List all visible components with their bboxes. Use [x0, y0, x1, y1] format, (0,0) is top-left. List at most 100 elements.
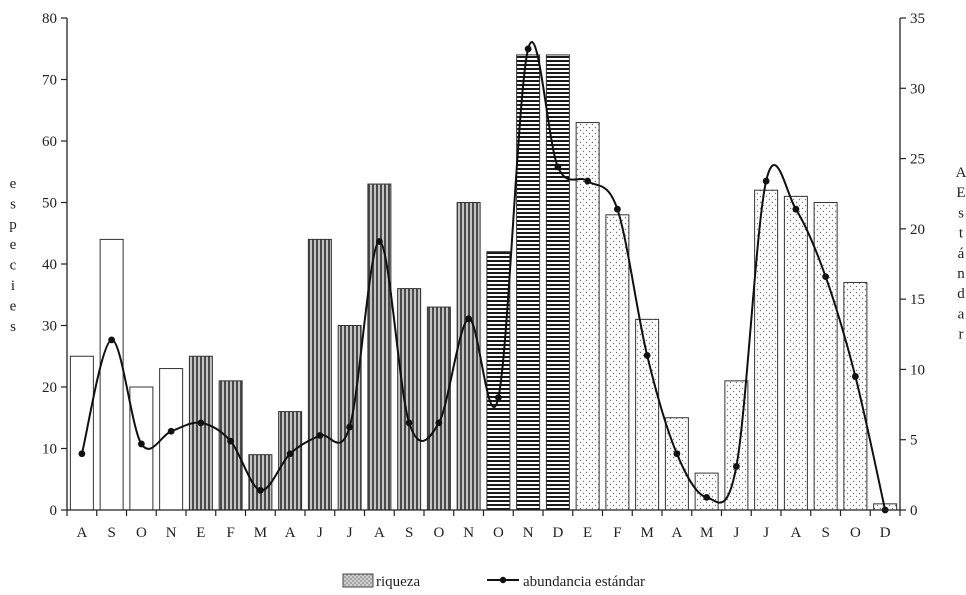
right-axis-label-letter: E [956, 185, 965, 201]
bar-riqueza [218, 380, 243, 511]
point-abundancia [167, 427, 175, 435]
point-abundancia [494, 394, 502, 401]
bar-riqueza [635, 318, 660, 511]
x-tick-label: A [285, 525, 296, 541]
left-tick-label: 70 [42, 73, 57, 89]
x-tick-label: J [347, 525, 353, 541]
legend-bar-label: riqueza [376, 574, 420, 590]
x-tick-label: F [226, 525, 234, 541]
point-abundancia [286, 450, 294, 458]
left-tick-label: 10 [42, 442, 57, 458]
left-axis-label-letter: e [10, 176, 17, 192]
x-tick-label: N [463, 525, 474, 541]
x-tick-label: O [136, 525, 147, 541]
bar-riqueza [69, 355, 94, 511]
legend-line-label: abundancia estándar [523, 574, 645, 590]
left-axis-ticks: 0 10 20 30 40 50 60 70 80 [42, 11, 67, 519]
left-tick-label: 0 [50, 503, 58, 519]
point-abundancia [197, 419, 205, 427]
right-axis-label-letter: s [958, 205, 964, 221]
bar-riqueza [605, 214, 630, 511]
bar-riqueza [367, 183, 392, 511]
x-tick-label: D [880, 525, 891, 541]
x-tick-label: M [640, 525, 653, 541]
point-abundancia [375, 238, 383, 245]
bar-riqueza [337, 325, 362, 511]
right-tick-label: 30 [910, 81, 925, 97]
point-abundancia [643, 351, 651, 359]
right-axis-label-letter: a [958, 306, 965, 322]
x-tick-label: A [76, 525, 87, 541]
x-tick-label: M [254, 525, 267, 541]
left-tick-label: 60 [42, 134, 57, 150]
point-abundancia [584, 177, 592, 185]
point-abundancia [762, 177, 770, 185]
right-axis-label-letter: d [957, 286, 965, 302]
right-tick-label: 35 [910, 11, 925, 27]
point-abundancia [227, 437, 235, 445]
point-abundancia [851, 373, 859, 380]
point-abundancia [732, 463, 740, 470]
left-axis-label-letter: p [9, 217, 17, 233]
x-tick-label: N [166, 525, 177, 541]
bar-riqueza [278, 411, 303, 511]
bar-riqueza [99, 238, 124, 511]
point-abundancia [108, 336, 116, 344]
x-tick-label: D [552, 525, 563, 541]
bar-riqueza [843, 281, 868, 511]
point-abundancia [613, 205, 621, 213]
x-tick-label: J [733, 525, 739, 541]
x-tick-label: J [763, 525, 769, 541]
right-axis-ticks: 0 5 10 15 20 25 30 35 [900, 11, 925, 519]
x-tick-label: E [583, 525, 592, 541]
x-tick-label: S [405, 525, 413, 541]
right-tick-label: 25 [910, 152, 925, 168]
right-tick-label: 5 [910, 433, 918, 449]
left-axis-label-letter: s [10, 196, 16, 212]
point-abundancia [346, 423, 354, 431]
point-abundancia [137, 440, 145, 448]
left-tick-label: 20 [42, 380, 57, 396]
point-abundancia [703, 493, 711, 501]
x-tick-label: O [850, 525, 861, 541]
x-tick-label: O [493, 525, 504, 541]
left-tick-label: 50 [42, 196, 57, 212]
right-tick-label: 10 [910, 362, 925, 378]
right-tick-label: 20 [910, 222, 925, 238]
bar-riqueza [813, 202, 838, 511]
point-abundancia [405, 419, 413, 427]
right-axis-label-letter: r [959, 327, 964, 343]
point-abundancia [316, 432, 324, 439]
x-tick-label: S [107, 525, 115, 541]
right-axis-label-letter: A [956, 165, 966, 181]
point-abundancia [673, 450, 681, 458]
point-abundancia [435, 419, 443, 427]
bar-riqueza [159, 368, 184, 511]
legend-line-marker [499, 576, 507, 584]
point-abundancia [524, 45, 532, 53]
line-layer [78, 41, 889, 514]
point-abundancia [465, 315, 473, 323]
x-tick-label: M [700, 525, 713, 541]
x-tick-label: A [374, 525, 385, 541]
left-tick-label: 80 [42, 11, 57, 27]
left-tick-label: 40 [42, 257, 57, 273]
x-tick-label: N [523, 525, 534, 541]
bar-riqueza [426, 306, 451, 511]
right-axis-label-letter: á [958, 246, 965, 262]
left-axis-label-letter: s [10, 319, 16, 335]
x-tick-label: S [821, 525, 829, 541]
bar-riqueza [486, 251, 511, 511]
point-abundancia [554, 163, 562, 171]
bar-riqueza [545, 54, 570, 511]
bar-riqueza [188, 355, 213, 511]
right-axis-label-letter: t [959, 226, 964, 242]
point-abundancia [78, 450, 86, 458]
left-axis-label-letter: i [11, 278, 15, 294]
bar-riqueza [397, 288, 422, 511]
right-tick-label: 15 [910, 292, 925, 308]
left-axis-label-letter: c [10, 258, 17, 274]
